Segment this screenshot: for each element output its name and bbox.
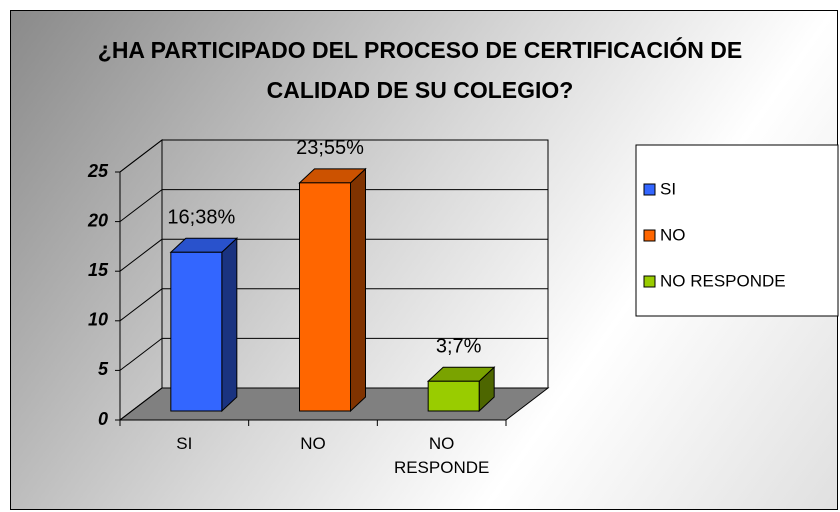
bar <box>427 380 480 412</box>
legend-swatch <box>643 229 656 242</box>
y-tick-label: 0 <box>98 409 108 429</box>
grid-line <box>119 238 163 272</box>
bar <box>170 251 223 412</box>
legend-label: NO <box>660 225 686 244</box>
legend <box>635 144 839 317</box>
x-tick-label: SI <box>176 434 193 453</box>
y-tick-label: 20 <box>87 210 108 230</box>
data-label: 16;38% <box>167 207 235 229</box>
bar <box>299 182 351 412</box>
grid-line <box>119 189 163 222</box>
chart-title: ¿HA PARTICIPADO DEL PROCESO DE CERTIFICA… <box>97 37 743 103</box>
grid-line <box>119 139 163 173</box>
y-tick-label: 25 <box>87 161 109 181</box>
legend-label: NO RESPONDE <box>660 271 786 290</box>
legend-swatch <box>643 275 656 288</box>
data-label: 3;7% <box>436 336 482 358</box>
legend-swatch <box>643 183 656 196</box>
legend-label: SI <box>660 179 676 198</box>
y-tick-label: 5 <box>98 359 109 379</box>
bar-side <box>221 237 238 413</box>
grid-line <box>119 387 163 421</box>
bar-side <box>350 167 366 413</box>
y-tick-label: 15 <box>88 260 109 280</box>
x-tick-label: NO RESPONDE <box>393 434 490 477</box>
grid-line <box>119 288 163 322</box>
grid-line <box>119 338 163 371</box>
left-wall <box>119 138 163 422</box>
data-label: 23;55% <box>296 137 364 159</box>
x-tick-label: NO <box>300 434 326 453</box>
y-tick-label: 10 <box>88 310 108 330</box>
